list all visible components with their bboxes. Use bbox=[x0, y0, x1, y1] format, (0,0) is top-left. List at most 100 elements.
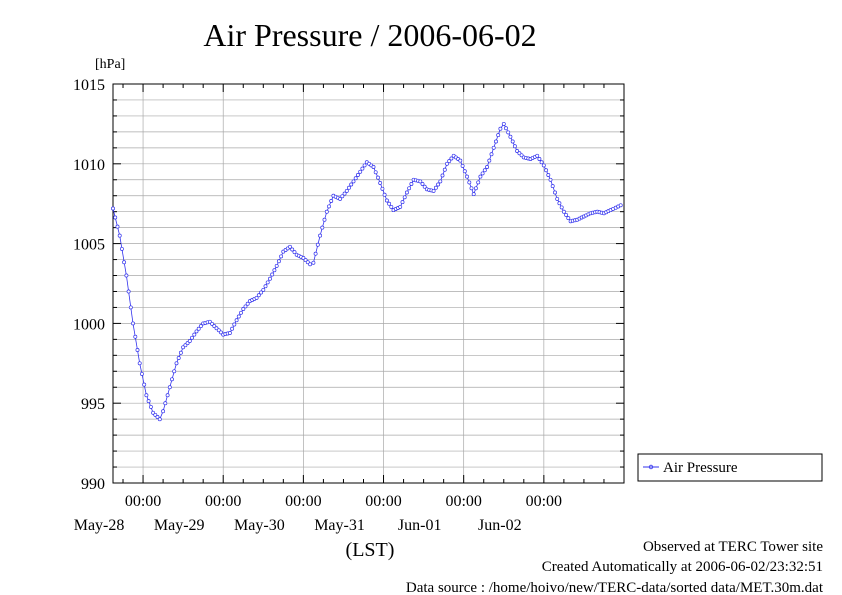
data-point bbox=[234, 318, 239, 323]
data-point bbox=[387, 201, 392, 206]
data-point bbox=[187, 339, 192, 343]
data-point bbox=[546, 173, 551, 177]
legend-item-air-pressure: Air Pressure bbox=[663, 460, 738, 476]
data-point bbox=[279, 254, 284, 259]
data-point bbox=[178, 350, 183, 355]
legend-marker-swatch bbox=[648, 464, 654, 470]
data-point bbox=[265, 280, 270, 285]
data-point bbox=[214, 326, 219, 331]
data-point bbox=[181, 345, 186, 350]
data-point bbox=[157, 417, 162, 422]
data-point bbox=[485, 165, 490, 169]
data-point bbox=[192, 332, 197, 337]
footer-created-timestamp: Created Automatically at 2006-06-02/23:3… bbox=[542, 559, 823, 575]
legend: Air Pressure bbox=[637, 453, 823, 482]
x-axis-label: (LST) bbox=[346, 539, 395, 561]
data-point bbox=[137, 361, 142, 366]
y-tick-label: 990 bbox=[81, 476, 105, 493]
data-point bbox=[259, 290, 264, 295]
data-point bbox=[292, 250, 297, 255]
data-point bbox=[131, 321, 135, 326]
data-point bbox=[239, 310, 243, 315]
x-tick-date-label: May-28 bbox=[74, 517, 125, 534]
y-tick-label: 1000 bbox=[73, 316, 105, 333]
data-point bbox=[618, 203, 623, 208]
x-axis: 00:00May-2800:00May-2900:00May-3000:00Ma… bbox=[74, 84, 625, 534]
y-axis: 990 995 1000 1005 1010 1015 bbox=[73, 77, 624, 493]
x-tick-date-label: Jun-02 bbox=[478, 517, 522, 534]
data-point bbox=[389, 204, 394, 209]
x-tick-time-label: 00:00 bbox=[526, 493, 562, 510]
data-point bbox=[318, 233, 323, 238]
data-point bbox=[142, 382, 147, 387]
grid bbox=[113, 84, 624, 483]
y-tick-label: 995 bbox=[81, 396, 105, 413]
data-point bbox=[190, 335, 194, 340]
data-point bbox=[274, 263, 279, 268]
data-point bbox=[402, 195, 407, 200]
data-point bbox=[465, 174, 469, 179]
data-point bbox=[544, 168, 549, 173]
data-point bbox=[422, 184, 427, 189]
chart-title: Air Pressure / 2006-06-02 bbox=[203, 17, 536, 53]
data-point bbox=[268, 276, 272, 281]
data-point bbox=[322, 217, 327, 222]
data-point bbox=[438, 179, 443, 184]
data-point bbox=[371, 165, 376, 169]
data-point bbox=[351, 179, 356, 184]
y-tick-label: 1010 bbox=[73, 157, 105, 174]
data-point bbox=[128, 305, 133, 310]
footer-data-source: Data source : /home/hoivo/new/TERC-data/… bbox=[406, 580, 824, 595]
data-point bbox=[194, 329, 199, 334]
data-point bbox=[342, 191, 347, 196]
data-point bbox=[480, 171, 485, 176]
data-point bbox=[501, 121, 506, 126]
data-point bbox=[382, 192, 387, 197]
data-point bbox=[313, 251, 318, 256]
data-point bbox=[155, 415, 160, 419]
data-point bbox=[539, 160, 544, 165]
data-point bbox=[261, 287, 266, 292]
data-point bbox=[550, 184, 555, 189]
data-point bbox=[241, 307, 246, 311]
data-point bbox=[236, 314, 241, 319]
data-point bbox=[508, 134, 513, 139]
x-tick-time-label: 00:00 bbox=[365, 493, 401, 510]
y-tick-label: 1015 bbox=[73, 77, 105, 94]
data-point bbox=[135, 348, 140, 352]
data-point bbox=[276, 259, 281, 264]
data-point bbox=[263, 284, 268, 289]
data-point bbox=[476, 180, 481, 185]
data-point bbox=[564, 212, 569, 217]
data-point bbox=[126, 289, 131, 294]
data-point bbox=[198, 324, 203, 329]
data-point bbox=[340, 194, 345, 199]
data-point bbox=[148, 404, 153, 409]
data-point bbox=[305, 260, 310, 265]
data-point bbox=[494, 139, 498, 144]
data-point bbox=[431, 188, 436, 193]
data-point bbox=[360, 166, 365, 171]
data-point bbox=[344, 188, 349, 193]
data-point bbox=[167, 385, 172, 390]
data-point bbox=[119, 246, 124, 251]
y-tick-label: 1005 bbox=[73, 237, 105, 254]
data-point bbox=[555, 196, 560, 201]
data-point bbox=[510, 139, 515, 144]
data-point bbox=[324, 209, 329, 214]
data-point bbox=[447, 159, 452, 164]
data-point bbox=[541, 163, 546, 168]
data-point bbox=[491, 145, 496, 150]
data-point bbox=[362, 163, 367, 168]
data-point bbox=[445, 161, 449, 166]
data-point bbox=[133, 334, 138, 339]
data-point bbox=[515, 149, 520, 153]
y-axis-unit-label: [hPa] bbox=[95, 57, 125, 72]
data-point bbox=[380, 186, 385, 191]
data-point bbox=[144, 393, 149, 398]
x-tick-date-label: May-31 bbox=[314, 517, 365, 534]
data-point bbox=[512, 144, 517, 149]
data-point bbox=[124, 273, 129, 278]
data-point bbox=[487, 158, 492, 163]
x-tick-date-label: Jun-01 bbox=[398, 517, 442, 534]
